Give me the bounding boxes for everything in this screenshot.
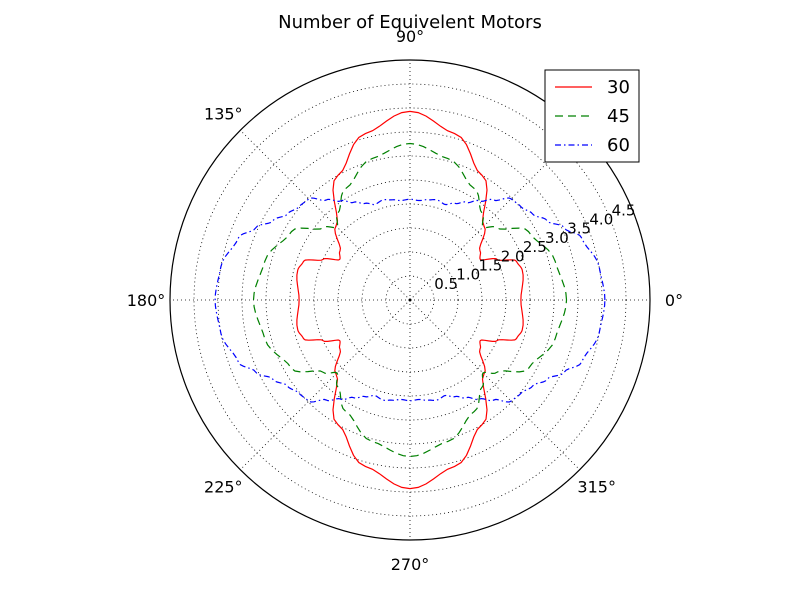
chart-title: Number of Equivelent Motors	[278, 12, 542, 33]
series-layer	[214, 110, 606, 490]
r-tick-label-6: 3.5	[567, 220, 591, 238]
r-tick-label-1: 1.0	[456, 266, 480, 284]
grid-spoke-45	[409, 130, 580, 301]
r-tick-label-3: 2.0	[501, 247, 525, 265]
series-line-30	[296, 110, 524, 490]
polar-origin	[408, 298, 412, 302]
legend: 30 45 60	[544, 69, 640, 163]
theta-tick-label-90: 90°	[396, 27, 424, 46]
grid-spoke-225	[240, 299, 411, 470]
r-tick-label-2: 1.5	[479, 256, 503, 274]
grid-spoke-135	[240, 130, 411, 301]
legend-label-45: 45	[607, 106, 630, 127]
r-tick-label-7: 4.0	[589, 211, 613, 229]
r-tick-label-4: 2.5	[523, 238, 547, 256]
theta-tick-label-225: 225°	[204, 478, 243, 497]
theta-tick-label-135: 135°	[204, 104, 243, 123]
theta-tick-labels: 0° 90° 135° 180° 225° 270° 315°	[127, 27, 683, 574]
polar-grid	[170, 60, 650, 540]
legend-label-30: 30	[607, 77, 630, 98]
radial-tick-labels: 0.51.01.52.02.53.03.54.04.5	[434, 201, 635, 292]
r-tick-label-8: 4.5	[612, 201, 636, 219]
series-line-45	[252, 142, 568, 458]
theta-tick-label-0: 0°	[665, 291, 683, 310]
r-tick-label-0: 0.5	[434, 275, 458, 293]
theta-tick-label-315: 315°	[577, 478, 616, 497]
theta-tick-label-180: 180°	[127, 291, 166, 310]
theta-tick-label-270: 270°	[391, 555, 430, 574]
polar-frame	[169, 59, 651, 541]
grid-spoke-315	[409, 299, 580, 470]
r-tick-label-5: 3.0	[545, 229, 569, 247]
legend-label-60: 60	[607, 135, 630, 156]
series-line-60	[214, 197, 606, 403]
